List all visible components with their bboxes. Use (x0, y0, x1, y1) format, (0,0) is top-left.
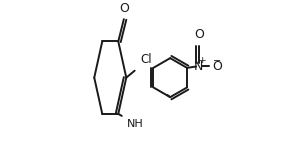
Text: O: O (119, 2, 129, 15)
Text: +: + (198, 56, 205, 65)
Text: N: N (194, 60, 204, 73)
Text: O: O (194, 28, 204, 41)
Text: O: O (212, 60, 222, 73)
Text: −: − (213, 56, 222, 66)
Text: NH: NH (127, 119, 143, 129)
Text: Cl: Cl (140, 53, 152, 66)
